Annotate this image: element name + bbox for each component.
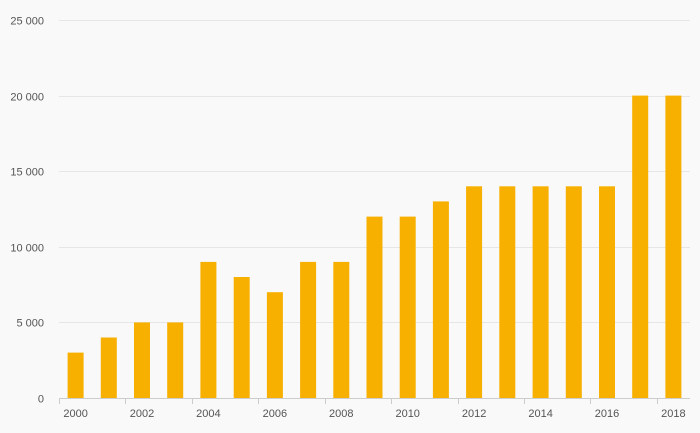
x-tick-label: 2010 (395, 408, 419, 420)
bar-2017 (632, 95, 649, 398)
bar-2006 (266, 292, 283, 398)
bar-2001 (100, 337, 117, 398)
bar-2014 (532, 186, 549, 398)
x-tick-label: 2012 (462, 408, 486, 420)
y-axis-tick-labels: 0 5 000 10 000 15 000 20 000 25 000 (10, 16, 44, 406)
y-tick-label: 0 (38, 394, 44, 406)
x-tick-label: 2008 (329, 408, 353, 420)
bar-2000 (67, 352, 84, 398)
x-tick-label: 2000 (63, 408, 87, 420)
bar-2002 (134, 322, 150, 398)
x-tick-label: 2004 (196, 408, 220, 420)
x-axis-tick-labels: 2000 2002 2004 2006 2008 2010 2012 2014 2016 2018 (63, 408, 685, 420)
bar-2011 (432, 201, 449, 398)
x-tick-label: 2014 (528, 408, 552, 420)
y-tick-label: 15 000 (10, 167, 44, 179)
bar-2005 (233, 277, 250, 398)
y-tick-label: 20 000 (10, 92, 44, 104)
bar-2012 (466, 186, 483, 398)
bar-2018 (665, 95, 682, 398)
bar-2010 (399, 216, 416, 398)
bar-2004 (200, 261, 217, 398)
y-tick-label: 5 000 (16, 318, 44, 330)
bar-2009 (366, 216, 383, 398)
bar-2015 (565, 186, 582, 398)
y-tick-label: 10 000 (10, 243, 44, 255)
x-tick-label: 2016 (595, 408, 619, 420)
x-tick-label: 2002 (130, 408, 154, 420)
x-axis (59, 398, 690, 404)
x-tick-label: 2006 (263, 408, 287, 420)
gridlines (59, 20, 690, 323)
bar-2008 (333, 261, 350, 398)
bar-2007 (300, 261, 317, 398)
x-tick-label: 2018 (661, 408, 685, 420)
bar-2003 (167, 322, 184, 398)
bar-2013 (499, 186, 516, 398)
bar-series (67, 95, 682, 398)
y-tick-label: 25 000 (10, 16, 44, 28)
bar-2016 (599, 186, 615, 398)
